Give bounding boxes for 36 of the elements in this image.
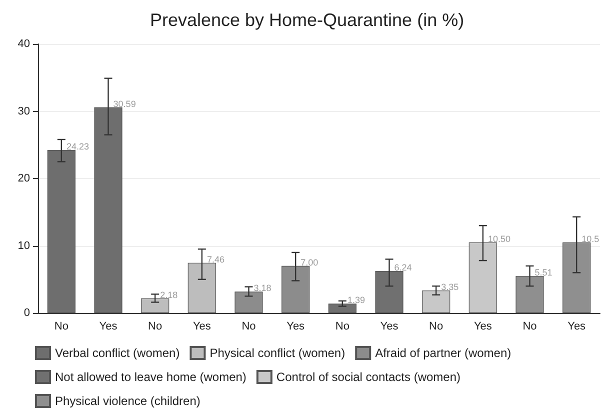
y-tick-label: 10 <box>18 240 30 252</box>
data-label: 30.59 <box>113 98 136 109</box>
y-tick-label: 40 <box>18 38 30 50</box>
x-tick-label: Yes <box>99 320 118 332</box>
legend-label: Physical conflict (women) <box>210 346 346 360</box>
data-label: 6.24 <box>394 262 412 273</box>
x-tick-label: Yes <box>380 320 399 332</box>
x-tick-label: No <box>54 320 68 332</box>
legend-label: Control of social contacts (women) <box>276 370 461 384</box>
y-tick-label: 20 <box>18 172 30 184</box>
x-tick-label: Yes <box>568 320 586 332</box>
data-label: 7.46 <box>206 254 224 264</box>
x-tick-label: No <box>335 320 350 332</box>
x-tick-label: No <box>148 320 162 332</box>
data-label: 3.35 <box>441 282 459 292</box>
legend-label: Verbal conflict (women) <box>55 346 180 360</box>
x-tick-label: Yes <box>474 320 492 332</box>
data-label: 1.39 <box>347 295 365 306</box>
legend-label: Physical violence (children) <box>55 394 200 408</box>
data-label: 5.51 <box>534 267 552 278</box>
x-tick-label: No <box>522 320 537 332</box>
data-label: 10.50 <box>488 234 510 244</box>
y-tick-label: 0 <box>24 307 30 319</box>
chart-title: Prevalence by Home-Quarantine (in %) <box>150 10 464 30</box>
data-label: 10.5 <box>582 234 600 244</box>
x-tick-label: No <box>429 320 444 332</box>
data-label: 3.18 <box>254 283 272 294</box>
legend-label: Not allowed to leave home (women) <box>55 370 246 384</box>
data-label: 7.00 <box>300 257 318 268</box>
data-label: 2.18 <box>160 290 178 300</box>
x-tick-label: Yes <box>286 320 306 332</box>
y-tick-label: 30 <box>18 105 30 118</box>
x-tick-label: Yes <box>192 320 212 332</box>
legend-label: Afraid of partner (women) <box>375 346 512 360</box>
data-label: 24.23 <box>66 142 89 152</box>
x-tick-label: No <box>242 320 256 332</box>
